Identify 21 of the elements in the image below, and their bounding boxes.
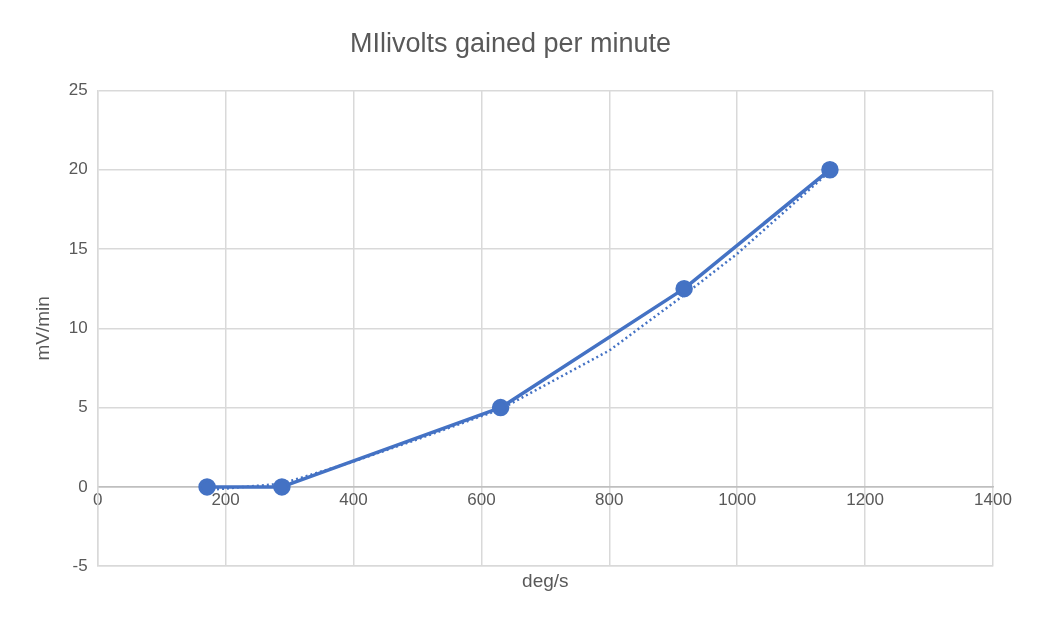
y-tick-label: 20	[68, 159, 88, 179]
point	[675, 279, 693, 298]
x-axis-title: deg/s	[522, 569, 569, 591]
point	[821, 160, 839, 179]
point	[273, 478, 291, 496]
x-tick-label: 200	[211, 489, 240, 509]
y-tick-label: 15	[68, 238, 88, 258]
y-tick-label: 5	[78, 397, 88, 417]
y-axis-title: mV/min	[31, 296, 53, 361]
y-tick-label: -5	[72, 555, 88, 575]
x-tick-label: 1200	[846, 489, 885, 509]
chart-title: MIlivolts gained per minute	[349, 27, 672, 58]
point	[491, 398, 510, 417]
y-tick-label: 25	[68, 80, 88, 100]
y-tick-label: 10	[68, 317, 88, 337]
y-tick-label: 0	[78, 476, 88, 496]
x-tick-label: 1000	[718, 489, 757, 509]
x-tick-label: 800	[595, 489, 624, 509]
x-tick-label: 400	[339, 489, 368, 509]
x-tick-label: 600	[467, 489, 496, 509]
x-tick-label: 1400	[974, 489, 1012, 509]
